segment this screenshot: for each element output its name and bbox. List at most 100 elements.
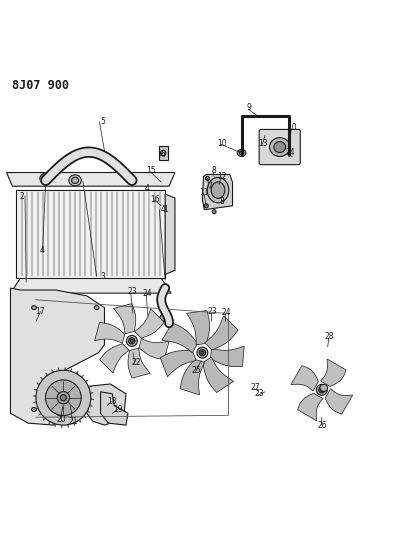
Ellipse shape — [320, 384, 328, 391]
Polygon shape — [180, 359, 205, 395]
Ellipse shape — [206, 176, 209, 180]
Polygon shape — [88, 392, 94, 395]
Ellipse shape — [319, 387, 325, 393]
Polygon shape — [298, 393, 323, 421]
Polygon shape — [11, 278, 171, 293]
Text: 11: 11 — [200, 188, 209, 197]
Polygon shape — [63, 367, 66, 373]
Polygon shape — [291, 366, 318, 391]
Polygon shape — [81, 413, 86, 418]
Ellipse shape — [130, 340, 134, 343]
Text: 14: 14 — [286, 148, 295, 157]
Text: 4: 4 — [39, 246, 44, 255]
Ellipse shape — [239, 151, 244, 155]
Polygon shape — [66, 422, 69, 428]
Polygon shape — [158, 146, 168, 160]
Ellipse shape — [72, 177, 79, 183]
Ellipse shape — [40, 173, 51, 183]
Polygon shape — [162, 323, 198, 353]
Polygon shape — [101, 392, 128, 425]
Ellipse shape — [129, 338, 135, 344]
Text: 7: 7 — [208, 182, 213, 191]
Ellipse shape — [57, 392, 70, 404]
Polygon shape — [211, 346, 244, 367]
Polygon shape — [49, 419, 53, 424]
Ellipse shape — [211, 182, 225, 198]
Polygon shape — [34, 389, 40, 392]
Text: 12: 12 — [217, 172, 227, 181]
Ellipse shape — [69, 175, 81, 186]
Text: 4: 4 — [145, 184, 150, 192]
Polygon shape — [187, 311, 209, 345]
Polygon shape — [43, 415, 48, 421]
Text: 2: 2 — [20, 191, 25, 200]
Text: 23: 23 — [208, 307, 217, 316]
Text: 19: 19 — [113, 405, 123, 414]
Polygon shape — [73, 384, 126, 425]
Text: 8J07 900: 8J07 900 — [13, 79, 70, 92]
Ellipse shape — [270, 138, 290, 157]
Ellipse shape — [160, 313, 170, 321]
Polygon shape — [7, 173, 175, 186]
Polygon shape — [79, 375, 84, 380]
Polygon shape — [58, 368, 61, 373]
FancyBboxPatch shape — [259, 130, 300, 165]
Polygon shape — [84, 409, 90, 413]
Ellipse shape — [41, 175, 50, 182]
Ellipse shape — [160, 150, 166, 156]
Polygon shape — [11, 288, 105, 425]
Polygon shape — [203, 357, 233, 392]
Text: 8: 8 — [212, 166, 217, 175]
Bar — [17, 190, 165, 278]
Ellipse shape — [274, 142, 286, 152]
Polygon shape — [87, 403, 93, 406]
Polygon shape — [205, 316, 238, 350]
Text: 8: 8 — [220, 197, 224, 206]
Polygon shape — [51, 369, 55, 375]
Ellipse shape — [127, 335, 138, 346]
Polygon shape — [135, 309, 164, 338]
Ellipse shape — [204, 204, 208, 208]
Polygon shape — [114, 304, 136, 334]
Ellipse shape — [237, 149, 246, 157]
Polygon shape — [160, 351, 196, 377]
Text: 1: 1 — [163, 205, 167, 214]
Polygon shape — [165, 194, 175, 274]
Polygon shape — [88, 398, 94, 400]
Polygon shape — [83, 380, 88, 384]
Polygon shape — [95, 322, 125, 343]
Polygon shape — [55, 422, 58, 427]
Polygon shape — [72, 421, 75, 426]
Text: 23: 23 — [127, 287, 137, 296]
Polygon shape — [74, 371, 78, 376]
Polygon shape — [100, 344, 129, 373]
Text: 10: 10 — [288, 123, 297, 132]
Text: 9: 9 — [247, 103, 252, 112]
Ellipse shape — [284, 149, 293, 157]
Text: 15: 15 — [147, 166, 156, 175]
Polygon shape — [69, 368, 72, 374]
Polygon shape — [86, 386, 92, 390]
Text: 17: 17 — [35, 307, 45, 316]
Ellipse shape — [212, 209, 216, 214]
Ellipse shape — [31, 408, 36, 411]
Text: 3: 3 — [100, 272, 105, 281]
Ellipse shape — [31, 305, 36, 310]
Text: 24: 24 — [221, 308, 231, 317]
Ellipse shape — [199, 350, 206, 356]
Text: 20: 20 — [57, 415, 66, 424]
Text: 25: 25 — [192, 366, 201, 375]
Polygon shape — [33, 400, 39, 403]
Text: 28: 28 — [325, 333, 334, 342]
Polygon shape — [39, 411, 44, 415]
Ellipse shape — [201, 351, 204, 354]
Text: 16: 16 — [151, 196, 160, 205]
Text: 24: 24 — [143, 289, 152, 297]
Text: 5: 5 — [100, 117, 105, 126]
Text: 21: 21 — [68, 417, 78, 426]
Ellipse shape — [207, 177, 229, 203]
Ellipse shape — [197, 347, 208, 358]
Ellipse shape — [320, 389, 323, 391]
Polygon shape — [128, 348, 150, 378]
Polygon shape — [139, 338, 169, 359]
